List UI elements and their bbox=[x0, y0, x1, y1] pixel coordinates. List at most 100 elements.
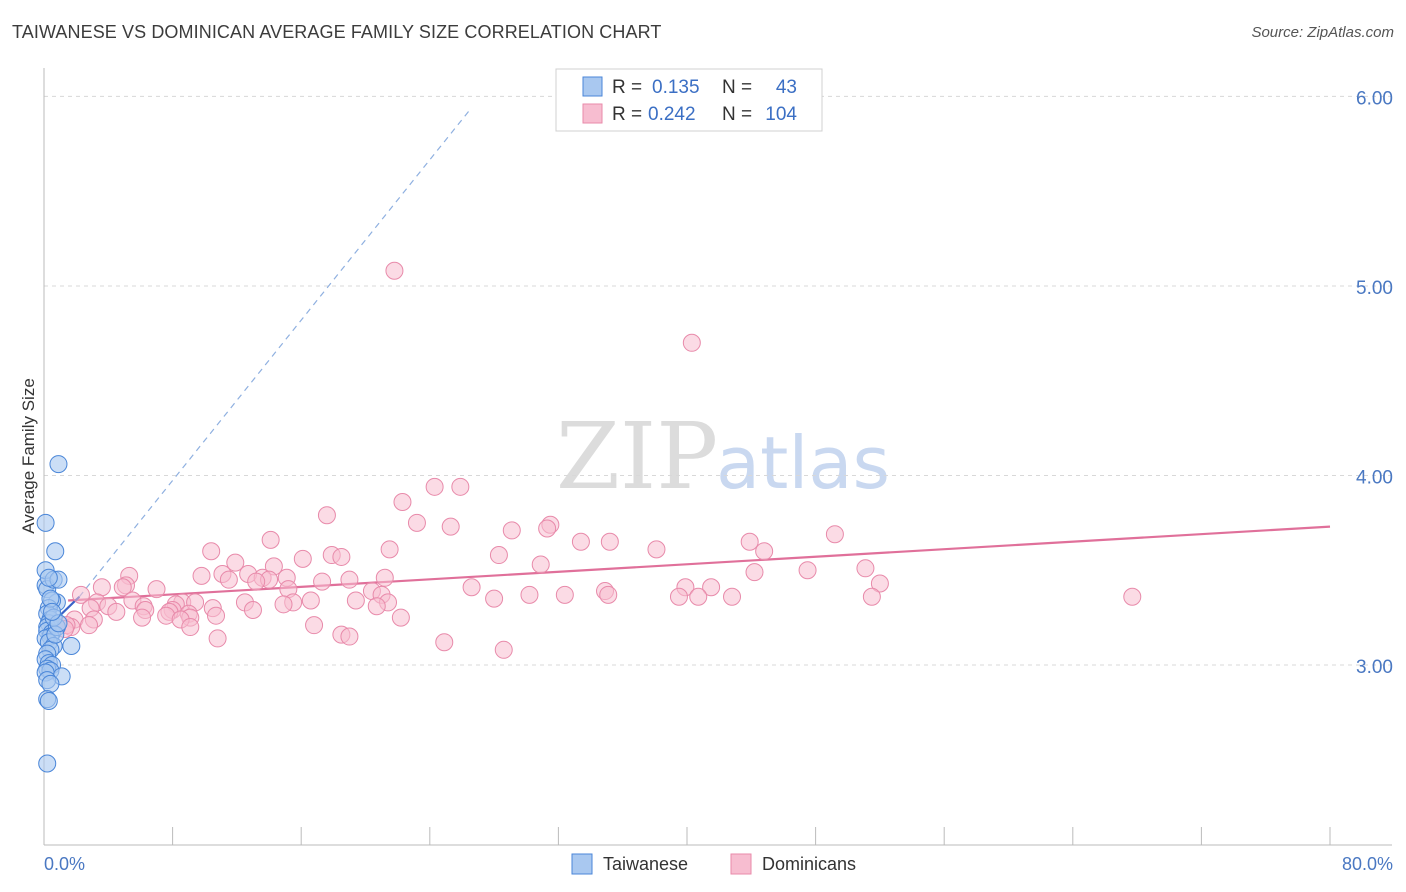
dominicans-point-39 bbox=[313, 572, 332, 591]
watermark-zip: ZIP bbox=[556, 403, 718, 510]
dominicans-point-14 bbox=[600, 532, 619, 551]
taiwanese-point-4 bbox=[49, 455, 68, 474]
dominicans-point-77 bbox=[367, 597, 386, 616]
dominicans-point-63 bbox=[485, 589, 504, 608]
dominicans-point-67 bbox=[274, 595, 293, 614]
dominicans-point-54 bbox=[669, 587, 688, 606]
taiwanese-point-22 bbox=[62, 637, 81, 656]
dominicans-point-91 bbox=[391, 608, 410, 627]
dominicans-point-57 bbox=[862, 587, 881, 606]
y-tick-label-0: 3.00 bbox=[1356, 657, 1393, 678]
bottom-legend: Taiwanese Dominicans bbox=[571, 853, 856, 875]
bottom-legend-swatch-dominicans bbox=[730, 853, 752, 875]
dominicans-point-88 bbox=[133, 608, 152, 627]
dominicans-point-25 bbox=[531, 555, 550, 574]
source-credit: Source: ZipAtlas.com bbox=[1251, 24, 1394, 41]
taiwanese-point-5 bbox=[46, 542, 65, 561]
dominicans-point-53 bbox=[599, 585, 618, 604]
dominicans-point-7 bbox=[441, 517, 460, 536]
taiwanese-point-41 bbox=[39, 568, 58, 587]
dominicans-point-48 bbox=[147, 580, 166, 599]
dominicans-point-55 bbox=[689, 587, 708, 606]
dominicans-point-37 bbox=[375, 568, 394, 587]
dominicans-points bbox=[55, 261, 1142, 659]
dominicans-point-15 bbox=[740, 532, 759, 551]
dominicans-point-62 bbox=[71, 585, 90, 604]
x-tick-label-1: 80.0% bbox=[1342, 854, 1393, 874]
taiwanese-points bbox=[36, 455, 81, 773]
dominicans-point-59 bbox=[520, 585, 539, 604]
dominicans-point-24 bbox=[226, 553, 245, 572]
dominicans-point-94 bbox=[305, 616, 324, 635]
dominicans-point-11 bbox=[825, 525, 844, 544]
watermark-atlas: atlas bbox=[716, 421, 890, 505]
dominicans-point-2 bbox=[425, 477, 444, 496]
dominicans-point-27 bbox=[798, 561, 817, 580]
dominicans-point-64 bbox=[301, 591, 320, 610]
y-tick-label-2: 5.00 bbox=[1356, 278, 1393, 299]
chart-title: TAIWANESE VS DOMINICAN AVERAGE FAMILY SI… bbox=[12, 22, 662, 42]
taiwanese-point-3 bbox=[36, 513, 55, 532]
dominicans-point-9 bbox=[538, 519, 557, 538]
dominicans-point-60 bbox=[555, 585, 574, 604]
legend-n-label-1: N = bbox=[722, 77, 752, 98]
dominicans-point-23 bbox=[293, 549, 312, 568]
dominicans-point-4 bbox=[393, 492, 412, 511]
dominicans-point-0 bbox=[385, 261, 404, 280]
dominicans-point-16 bbox=[647, 540, 666, 559]
dominicans-point-32 bbox=[192, 566, 211, 585]
legend-n-value-1: 43 bbox=[776, 77, 797, 98]
dominicans-point-101 bbox=[340, 627, 359, 646]
taiwanese-point-34 bbox=[39, 691, 58, 710]
dominicans-point-12 bbox=[261, 530, 280, 549]
dominicans-point-45 bbox=[462, 578, 481, 597]
dominicans-point-49 bbox=[92, 578, 111, 597]
dominicans-point-40 bbox=[870, 574, 889, 593]
y-axis-label: Average Family Size bbox=[19, 378, 38, 534]
axes bbox=[43, 68, 1392, 846]
dominicans-point-19 bbox=[380, 540, 399, 559]
legend-r-label-2: R = bbox=[612, 104, 642, 125]
dominicans-point-13 bbox=[571, 532, 590, 551]
dominicans-point-58 bbox=[1123, 587, 1142, 606]
dominicans-point-6 bbox=[407, 513, 426, 532]
legend-n-label-2: N = bbox=[722, 104, 752, 125]
y-tick-label-1: 4.00 bbox=[1356, 467, 1393, 488]
legend: R = 0.135 N = 43 R = 0.242 N = 104 bbox=[555, 68, 823, 132]
dominicans-point-18 bbox=[202, 542, 221, 561]
dominicans-point-97 bbox=[181, 618, 200, 637]
taiwanese-point-32 bbox=[41, 674, 60, 693]
dominicans-trend-line bbox=[68, 525, 1331, 602]
dominicans-point-56 bbox=[723, 587, 742, 606]
grid-lines bbox=[44, 95, 1392, 666]
bottom-legend-swatch-taiwanese bbox=[571, 853, 593, 875]
dominicans-point-68 bbox=[346, 591, 365, 610]
legend-r-value-1: 0.135 bbox=[652, 77, 700, 98]
dominicans-point-95 bbox=[80, 616, 99, 635]
dominicans-point-103 bbox=[435, 633, 454, 652]
legend-swatch-dominicans bbox=[582, 103, 603, 124]
dominicans-point-17 bbox=[755, 542, 774, 561]
taiwanese-point-42 bbox=[43, 602, 62, 621]
dominicans-point-104 bbox=[494, 640, 513, 659]
dominicans-point-29 bbox=[745, 563, 764, 582]
dominicans-point-36 bbox=[219, 570, 238, 589]
bottom-legend-label-dominicans: Dominicans bbox=[762, 854, 856, 874]
dominicans-point-79 bbox=[243, 601, 262, 620]
x-tick-label-0: 0.0% bbox=[44, 854, 85, 874]
legend-swatch-taiwanese bbox=[582, 76, 603, 97]
dominicans-point-3 bbox=[451, 477, 470, 496]
y-tick-label-3: 6.00 bbox=[1356, 88, 1393, 109]
trend-lines bbox=[43, 109, 1331, 632]
dominicans-point-28 bbox=[856, 559, 875, 578]
tick-labels: 3.00 4.00 5.00 6.00 0.0% 80.0% bbox=[44, 88, 1393, 874]
dominicans-point-47 bbox=[702, 578, 721, 597]
legend-n-value-2: 104 bbox=[765, 104, 797, 125]
taiwanese-point-35 bbox=[38, 754, 57, 773]
dominicans-point-22 bbox=[489, 546, 508, 565]
taiwanese-trend-extension bbox=[78, 109, 471, 598]
dominicans-point-102 bbox=[208, 629, 227, 648]
dominicans-point-1 bbox=[682, 333, 701, 352]
dominicans-point-21 bbox=[332, 547, 351, 566]
